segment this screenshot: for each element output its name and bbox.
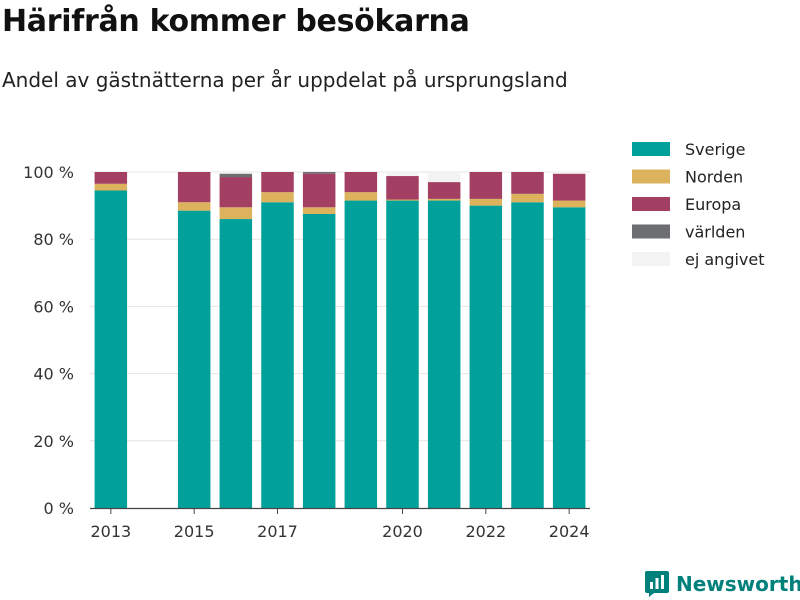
page-subtitle: Andel av gästnätterna per år uppdelat på…	[2, 68, 568, 92]
y-tick-label-40: 40 %	[33, 365, 74, 384]
brand-name: Newsworthy	[676, 572, 800, 596]
bar-2013-series-2	[94, 172, 128, 184]
y-tick-label-0: 0 %	[44, 499, 74, 518]
bar-2024-series-1	[552, 200, 586, 208]
bar-2022-series-2	[469, 172, 503, 199]
bar-2023-series-2	[511, 172, 544, 194]
bar-2020-series-4	[386, 172, 419, 177]
y-tick-label-80: 80 %	[33, 230, 74, 249]
bar-2023-series-0	[511, 202, 544, 509]
y-tick-label-60: 60 %	[33, 297, 74, 316]
bar-2015-series-0	[177, 210, 211, 508]
x-tick-label-2024: 2024	[549, 522, 590, 541]
bar-2017-series-1	[261, 192, 294, 203]
legend-swatch-4	[632, 252, 670, 266]
bar-2016-series-3	[219, 173, 253, 178]
y-tick-label-20: 20 %	[33, 432, 74, 451]
bar-2021-series-0	[427, 200, 461, 508]
legend-label-1: Norden	[685, 168, 743, 187]
x-tick-label-2013: 2013	[90, 522, 131, 541]
bar-2013-series-0	[94, 190, 128, 509]
x-tick-label-2022: 2022	[465, 522, 506, 541]
newsworthy-brand: Newsworthy	[644, 568, 800, 600]
bar-2019-series-1	[344, 192, 378, 201]
x-tick-label-2020: 2020	[382, 522, 423, 541]
x-tick-label-2017: 2017	[257, 522, 298, 541]
bar-2019-series-2	[344, 172, 378, 193]
page-title: Härifrån kommer besökarna	[2, 4, 470, 39]
x-tick-label-2015: 2015	[174, 522, 215, 541]
legend-label-2: Europa	[685, 195, 741, 214]
bar-2024-series-4	[552, 172, 586, 174]
bar-2015-series-2	[177, 172, 211, 203]
stacked-bar-chart: 0 % 20 % 40 % 60 % 80 % 100 % 2013 2015 2017 2020…	[23, 140, 765, 541]
newsworthy-logo-icon	[645, 571, 669, 597]
bar-2016-series-2	[219, 177, 253, 208]
bar-2020-series-2	[386, 176, 419, 200]
bar-2018-series-3	[302, 172, 336, 174]
bar-2019-series-0	[344, 200, 378, 508]
bar-2020-series-1	[386, 199, 419, 201]
legend-swatch-3	[632, 224, 670, 239]
legend-swatch-1	[632, 169, 670, 184]
bar-2022-series-0	[469, 205, 503, 508]
y-tick-label-100: 100 %	[23, 163, 74, 182]
legend-label-0: Sverige	[685, 140, 746, 159]
bar-2018-series-2	[302, 173, 336, 208]
bar-2021-series-4	[427, 172, 461, 183]
bar-2020-series-0	[386, 200, 419, 508]
bar-2017-series-2	[261, 172, 294, 193]
bar-2017-series-0	[261, 202, 294, 509]
bar-2016-series-1	[219, 207, 253, 220]
bar-2016-series-0	[219, 219, 253, 509]
legend-label-3: världen	[685, 223, 745, 242]
bar-2018-series-0	[302, 214, 336, 508]
bar-2024-series-2	[552, 173, 586, 201]
bar-2021-series-2	[427, 182, 461, 199]
bar-2013-series-1	[94, 183, 128, 191]
legend-swatch-2	[632, 197, 670, 211]
legend-label-4: ej angivet	[685, 250, 765, 269]
bar-2016-series-4	[219, 172, 253, 174]
bar-2015-series-1	[177, 202, 211, 211]
bar-2024-series-0	[552, 207, 586, 508]
bar-2022-series-1	[469, 198, 503, 206]
legend-swatch-0	[632, 142, 670, 156]
bar-2018-series-1	[302, 207, 336, 214]
bar-2023-series-1	[511, 193, 544, 203]
bar-2021-series-1	[427, 198, 461, 201]
